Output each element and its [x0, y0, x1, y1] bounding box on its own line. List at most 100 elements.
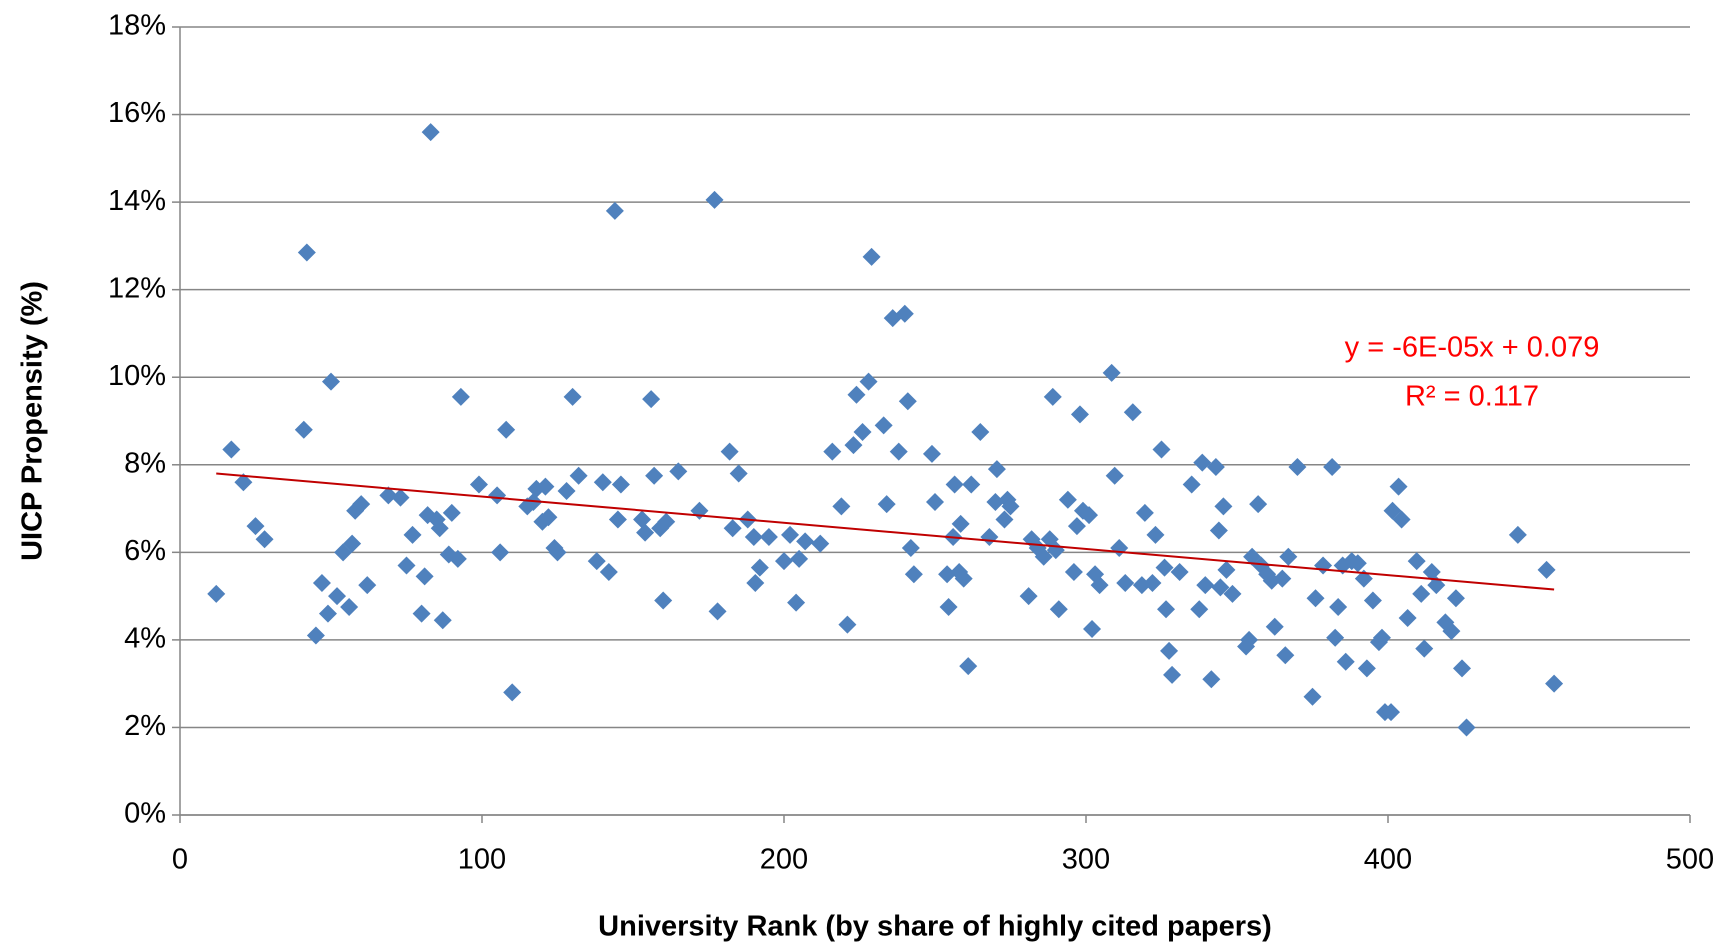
- point: [844, 436, 863, 455]
- point: [599, 563, 618, 582]
- point: [980, 528, 999, 547]
- x-axis-title: University Rank (by share of highly cite…: [598, 911, 1272, 943]
- point: [488, 486, 507, 505]
- point: [1182, 475, 1201, 494]
- point: [1508, 525, 1527, 544]
- point: [1058, 490, 1077, 509]
- point: [1143, 573, 1162, 592]
- point: [654, 591, 673, 610]
- point: [781, 525, 800, 544]
- y-tick-label: 16%: [108, 97, 166, 129]
- point: [959, 657, 978, 676]
- x-tick-label: 300: [1062, 844, 1110, 876]
- point: [605, 201, 624, 220]
- point: [1070, 405, 1089, 424]
- point: [1279, 547, 1298, 566]
- point: [1336, 652, 1355, 671]
- point: [877, 495, 896, 514]
- point: [904, 565, 923, 584]
- point: [898, 392, 917, 411]
- y-tick-label: 10%: [108, 360, 166, 392]
- x-tick-label: 100: [458, 844, 506, 876]
- point: [642, 390, 661, 409]
- point: [720, 442, 739, 461]
- point: [1049, 600, 1068, 619]
- point: [1105, 466, 1124, 485]
- annotation: y = -6E-05x + 0.079: [1345, 332, 1600, 364]
- point: [1329, 598, 1348, 617]
- point: [645, 466, 664, 485]
- point: [750, 558, 769, 577]
- point: [1382, 703, 1401, 722]
- point: [1123, 403, 1142, 422]
- point: [1116, 573, 1135, 592]
- point: [246, 517, 265, 536]
- point: [1160, 641, 1179, 660]
- point: [1019, 587, 1038, 606]
- point: [995, 510, 1014, 529]
- point: [1276, 646, 1295, 665]
- point: [1146, 525, 1165, 544]
- point: [633, 510, 652, 529]
- point: [1090, 576, 1109, 595]
- point: [222, 440, 241, 459]
- point: [901, 538, 920, 557]
- point: [1135, 503, 1154, 522]
- point: [1163, 665, 1182, 684]
- point: [608, 510, 627, 529]
- point: [539, 508, 558, 527]
- point: [421, 123, 440, 142]
- point: [1064, 563, 1083, 582]
- x-tick-label: 400: [1364, 844, 1412, 876]
- point: [708, 602, 727, 621]
- y-axis-title: UICP Propensity (%): [17, 281, 49, 561]
- point: [657, 512, 676, 531]
- point: [987, 460, 1006, 479]
- point: [1034, 547, 1053, 566]
- point: [306, 626, 325, 645]
- point: [1110, 538, 1129, 557]
- point: [415, 567, 434, 586]
- point: [1372, 628, 1391, 647]
- point: [1392, 510, 1411, 529]
- point: [945, 475, 964, 494]
- y-tick-label: 8%: [124, 447, 166, 479]
- y-tick-label: 14%: [108, 185, 166, 217]
- point: [1545, 674, 1564, 693]
- x-tick-label: 500: [1666, 844, 1714, 876]
- point: [1152, 440, 1171, 459]
- point: [1211, 578, 1230, 597]
- point: [1273, 569, 1292, 588]
- point: [746, 573, 765, 592]
- point: [430, 519, 449, 538]
- point: [962, 475, 981, 494]
- point: [469, 475, 488, 494]
- point: [1155, 558, 1174, 577]
- point: [557, 482, 576, 501]
- point: [1209, 521, 1228, 540]
- point: [1157, 600, 1176, 619]
- point: [847, 385, 866, 404]
- point: [1323, 457, 1342, 476]
- point: [503, 683, 522, 702]
- point: [1193, 453, 1212, 472]
- x-tick-label: 200: [760, 844, 808, 876]
- point: [294, 420, 313, 439]
- point: [448, 549, 467, 568]
- point: [823, 442, 842, 461]
- point: [358, 576, 377, 595]
- point: [1067, 517, 1086, 536]
- point: [1083, 619, 1102, 638]
- point: [1452, 659, 1471, 678]
- point: [1001, 497, 1020, 516]
- point: [636, 523, 655, 542]
- point: [1249, 495, 1268, 514]
- point: [838, 615, 857, 634]
- point: [1265, 617, 1284, 636]
- point: [895, 304, 914, 323]
- point: [1303, 687, 1322, 706]
- point: [723, 519, 742, 538]
- point: [939, 598, 958, 617]
- point: [328, 587, 347, 606]
- point: [832, 497, 851, 516]
